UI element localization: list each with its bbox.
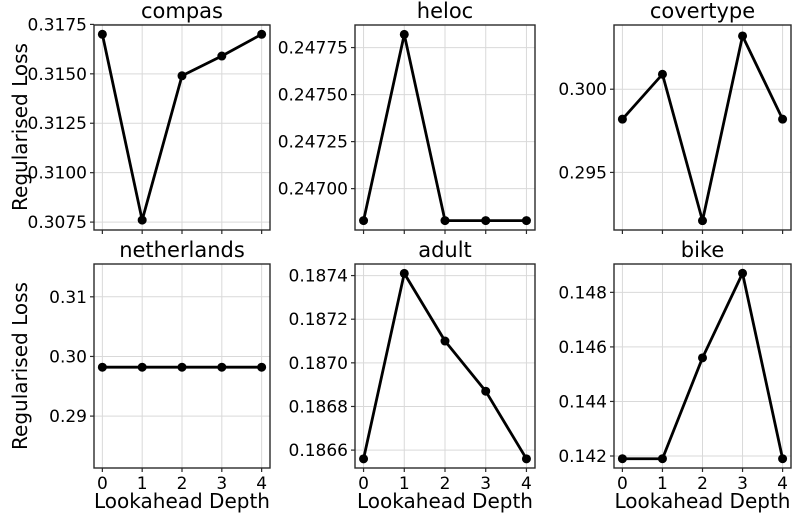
svg-text:0.29: 0.29 — [49, 407, 87, 427]
subplot-title: compas — [141, 0, 223, 23]
svg-text:3: 3 — [737, 474, 748, 494]
svg-text:0.148: 0.148 — [558, 283, 607, 303]
svg-text:0.1866: 0.1866 — [289, 441, 348, 461]
svg-text:2: 2 — [697, 474, 708, 494]
subplot-title: bike — [680, 238, 725, 262]
svg-text:0.3175: 0.3175 — [28, 15, 87, 35]
x-axis-label: Lookahead Depth — [357, 489, 533, 513]
subplot-title: covertype — [649, 0, 756, 23]
subplot-title: heloc — [416, 0, 474, 23]
plot-area: 0.3075 0.3100 0.3125 0.3150 0.3175 — [28, 15, 271, 234]
svg-text:4: 4 — [521, 474, 532, 494]
svg-text:0.142: 0.142 — [558, 447, 607, 467]
svg-text:0: 0 — [358, 474, 369, 494]
subplot-title: netherlands — [119, 238, 245, 262]
svg-text:0.144: 0.144 — [558, 392, 607, 412]
plot-area: 0.24700 0.24725 0.24750 0.24775 — [278, 24, 536, 234]
svg-text:4: 4 — [256, 474, 267, 494]
subplot-covertype: covertype 0.295 0.300 — [558, 0, 792, 234]
svg-text:3: 3 — [480, 474, 491, 494]
subplot-compas: compas 0.3075 0.3100 0.3125 0.3150 0.3175 — [28, 0, 271, 234]
subplot-title: adult — [418, 238, 472, 262]
svg-text:0.24775: 0.24775 — [278, 39, 348, 59]
svg-text:1: 1 — [657, 474, 668, 494]
svg-text:0.300: 0.300 — [558, 80, 607, 100]
plot-area: 0.29 0.30 0.31 0 1 2 3 4 — [49, 263, 271, 494]
svg-text:0.1874: 0.1874 — [289, 267, 348, 287]
svg-text:3: 3 — [216, 474, 227, 494]
svg-text:0.146: 0.146 — [558, 338, 607, 358]
svg-text:0.1870: 0.1870 — [289, 354, 348, 374]
svg-text:2: 2 — [440, 474, 451, 494]
svg-text:0.295: 0.295 — [558, 163, 607, 183]
plot-area: 0.1866 0.1868 0.1870 0.1872 0.1874 0 1 2 3 4 — [289, 263, 536, 494]
svg-text:0.1868: 0.1868 — [289, 397, 348, 417]
svg-text:0.3075: 0.3075 — [28, 213, 87, 233]
svg-text:0.24725: 0.24725 — [278, 133, 348, 153]
svg-text:0.24750: 0.24750 — [278, 86, 348, 106]
svg-text:0.1872: 0.1872 — [289, 310, 348, 330]
plot-area: 0.142 0.144 0.146 0.148 0 1 2 3 4 — [558, 263, 792, 494]
y-axis-label: Regularised Loss — [8, 282, 32, 450]
x-axis-label: Lookahead Depth — [614, 489, 791, 513]
subplot-netherlands: netherlands 0.29 0.30 0.31 0 1 2 3 4 — [49, 238, 271, 494]
svg-text:0.30: 0.30 — [49, 347, 87, 367]
svg-text:4: 4 — [777, 474, 788, 494]
svg-text:2: 2 — [177, 474, 188, 494]
svg-text:1: 1 — [399, 474, 410, 494]
svg-text:0.3150: 0.3150 — [28, 65, 87, 85]
svg-text:0: 0 — [97, 474, 108, 494]
svg-text:0.3100: 0.3100 — [28, 164, 87, 184]
svg-text:1: 1 — [137, 474, 148, 494]
x-axis-label: Lookahead Depth — [94, 489, 270, 513]
plot-area: 0.295 0.300 — [558, 24, 792, 234]
svg-text:0.24700: 0.24700 — [278, 180, 348, 200]
subplot-adult: adult 0.1866 0.1868 0.1870 0.1872 0.1874 0 1 2 3… — [289, 238, 536, 494]
svg-text:0.3125: 0.3125 — [28, 114, 87, 134]
svg-text:0.31: 0.31 — [49, 288, 87, 308]
subplot-bike: bike 0.142 0.144 0.146 0.148 0 1 2 3 4 — [558, 238, 792, 494]
subplot-heloc: heloc 0.24700 0.24725 0.24750 0.24775 — [278, 0, 536, 234]
svg-text:0: 0 — [617, 474, 628, 494]
